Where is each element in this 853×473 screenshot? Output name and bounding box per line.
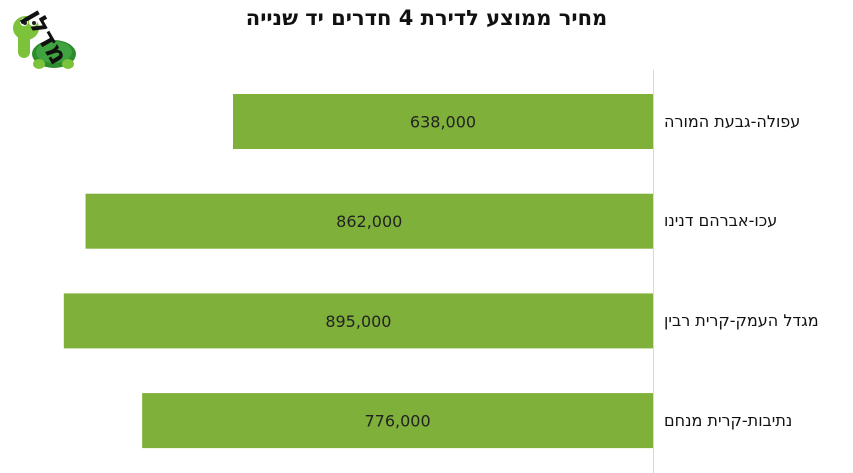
bar <box>63 293 653 349</box>
data-label: 862,000 <box>336 212 402 231</box>
turtle-icon <box>13 16 76 69</box>
data-label: 638,000 <box>410 113 476 132</box>
data-label: 895,000 <box>325 312 391 331</box>
category-label: נתיבות-קרית מנחם <box>664 410 793 430</box>
category-label: עכו-אברהם דנינו <box>664 211 778 231</box>
category-label: מגדל העמק-קרית רבין <box>664 310 819 330</box>
madlan-logo: מדלן <box>4 2 104 74</box>
bar <box>142 393 653 449</box>
bar <box>85 193 653 249</box>
data-label: 776,000 <box>364 412 430 431</box>
chart-title: מחיר ממוצע לדירת 4 חדרים יד שנייה <box>245 6 608 30</box>
bar <box>233 94 653 149</box>
category-label: עפולה-גבעת המורה <box>664 111 801 131</box>
